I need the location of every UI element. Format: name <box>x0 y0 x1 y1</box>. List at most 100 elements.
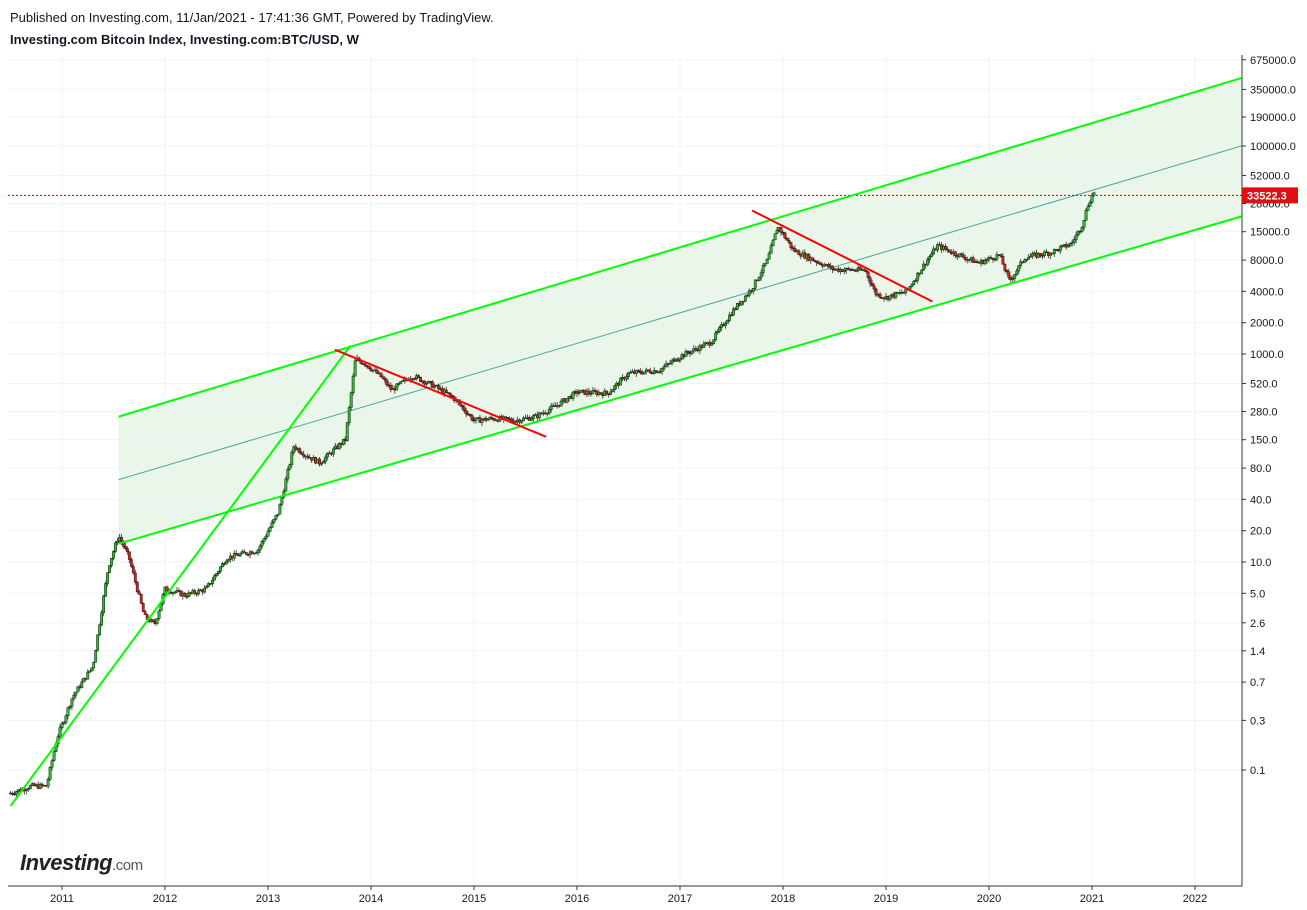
candle-body <box>668 362 672 365</box>
candle-body <box>1058 246 1062 252</box>
candle-body <box>50 760 54 768</box>
candle-body <box>383 378 387 381</box>
candle-body <box>203 587 207 593</box>
candle-body <box>217 571 220 574</box>
candle-body <box>720 324 723 328</box>
trendline <box>118 77 1242 418</box>
candle-body <box>1074 234 1078 240</box>
candle-body <box>417 375 420 378</box>
candle-body <box>108 565 111 573</box>
symbol-title: Investing.com Bitcoin Index, Investing.c… <box>10 32 359 47</box>
candle-body <box>926 259 929 266</box>
y-tick-label: 5.0 <box>1250 588 1265 600</box>
candle-body <box>221 563 224 568</box>
candle-body <box>1011 278 1015 280</box>
candle-body <box>797 250 801 256</box>
candle-body <box>1025 259 1029 261</box>
candle-body <box>68 706 72 708</box>
candle-body <box>757 276 761 281</box>
candle-body <box>642 371 646 375</box>
candle-body <box>205 586 208 589</box>
candle-body <box>326 453 329 458</box>
y-tick-label: 0.3 <box>1250 715 1265 727</box>
candle-body <box>874 288 878 296</box>
candle-body <box>385 379 389 386</box>
candle-body <box>520 420 523 423</box>
candle-body <box>532 415 535 419</box>
candle-body <box>1019 261 1023 266</box>
candle-body <box>288 464 292 470</box>
candle-body <box>306 455 310 458</box>
candle-body <box>1029 255 1032 258</box>
candle-body <box>331 448 335 455</box>
candle-body <box>831 265 834 270</box>
candle-body <box>280 496 284 505</box>
candle-body <box>773 233 777 241</box>
x-tick-label: 2013 <box>256 893 280 905</box>
y-tick-label: 350000.0 <box>1250 84 1296 96</box>
candle-body <box>763 263 767 266</box>
candle-body <box>862 269 866 271</box>
candle-body <box>76 686 80 693</box>
candle-body <box>48 767 52 780</box>
candle-body <box>1031 253 1034 257</box>
candle-body <box>1070 242 1074 244</box>
candle-body <box>490 417 494 419</box>
candle-body <box>676 359 680 362</box>
candle-body <box>609 391 613 395</box>
candle-body <box>225 560 228 565</box>
candle-body <box>389 385 393 390</box>
candle-body <box>759 272 763 278</box>
y-tick-label: 20.0 <box>1250 526 1271 538</box>
candle-body <box>419 376 422 382</box>
candle-body <box>827 264 830 268</box>
candle-body <box>599 392 603 394</box>
candle-body <box>712 339 716 344</box>
candle-body <box>492 418 496 421</box>
candle-body <box>187 592 191 597</box>
candle-body <box>1007 271 1011 278</box>
candle-body <box>716 330 720 333</box>
candle-body <box>629 372 632 374</box>
candle-body <box>1092 192 1096 196</box>
candle-body <box>791 247 795 249</box>
candle-body <box>1068 243 1072 246</box>
candle-body <box>983 260 987 265</box>
candle-body <box>1049 252 1052 256</box>
candle-body <box>819 262 823 265</box>
candle-body <box>1001 256 1005 265</box>
candle-body <box>197 589 201 595</box>
candle-body <box>28 785 32 789</box>
candle-body <box>399 381 403 384</box>
candle-body <box>1084 210 1088 221</box>
candle-body <box>765 258 769 264</box>
candle-body <box>775 229 779 234</box>
candle-body <box>575 391 579 394</box>
candle-body <box>123 545 127 549</box>
candle-body <box>74 691 78 696</box>
candle-body <box>718 327 722 332</box>
candle-body <box>743 295 747 302</box>
candle-body <box>1003 264 1007 271</box>
candle-body <box>740 301 743 306</box>
candle-body <box>783 232 787 239</box>
candle-body <box>242 551 246 553</box>
candle-body <box>425 382 428 385</box>
candle-body <box>102 595 105 613</box>
candle-body <box>1090 195 1094 203</box>
y-tick-label: 15000.0 <box>1250 227 1290 239</box>
candle-body <box>664 363 668 367</box>
candle-body <box>922 263 926 271</box>
candle-body <box>747 290 751 296</box>
candle-body <box>868 277 872 284</box>
candle-body <box>864 270 868 273</box>
candle-body <box>902 292 906 294</box>
y-tick-label: 675000.0 <box>1250 55 1296 67</box>
candle-body <box>139 594 143 604</box>
candle-body <box>811 257 815 261</box>
candle-body <box>155 618 159 624</box>
candle-body <box>211 580 214 584</box>
candle-body <box>928 256 931 260</box>
candle-body <box>565 398 569 403</box>
